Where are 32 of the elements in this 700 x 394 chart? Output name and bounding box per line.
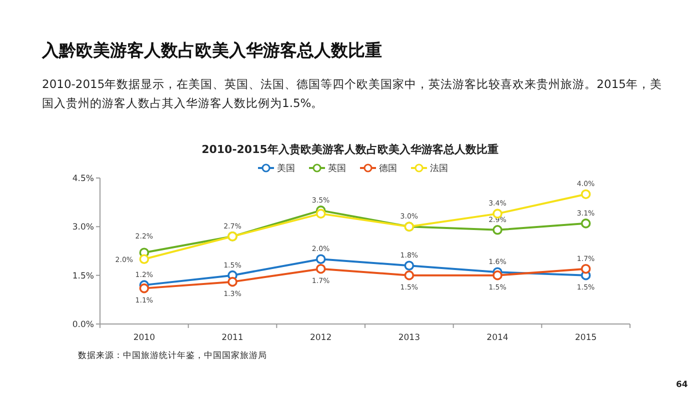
y-tick-label: 0.0% [72, 320, 94, 330]
text: 64 [676, 380, 688, 390]
point [492, 270, 502, 280]
source-note: 数据来源：中国旅游统计年鉴，中国国家旅游局 [78, 350, 267, 361]
point [228, 276, 238, 287]
y-tick-label: 4.5% [72, 174, 94, 184]
x-tick-label: 2013 [398, 333, 420, 343]
chart-subtitle: 2010-2015年数据显示，在美国、英国、法国、德国等四个欧美国家中，英法游客比较喜欢来贵州旅游。2015年，美国入贵州的游客人数占其入华游客人数比例为1.5%。 [42, 77, 662, 110]
x-tick-label: 2010 [133, 333, 155, 343]
y-tick-label: 1.5% [72, 271, 94, 282]
point [139, 283, 150, 294]
legend-label: 德国 [379, 163, 397, 174]
y-tick-label: 3.0% [72, 222, 94, 233]
legend-label: 美国 [277, 163, 295, 174]
legend-label: 英国 [328, 163, 346, 174]
x-tick-label: 2011 [222, 333, 244, 343]
point [139, 254, 150, 264]
x-tick-label: 2012 [310, 333, 332, 343]
text: 2010-2015年入贵欧美游客人数占欧美入华游客总人数比重 [202, 143, 498, 156]
x-tick-label: 2015 [575, 333, 597, 343]
point [580, 189, 591, 200]
point [316, 264, 326, 274]
point [580, 264, 591, 274]
point [404, 270, 414, 280]
point [404, 260, 414, 270]
x-tick-label: 2014 [486, 333, 508, 343]
point [580, 218, 591, 228]
point [316, 254, 326, 264]
point [316, 208, 326, 219]
chart-title: 入黔欧美游客人数占欧美入华游客总人数比重 [41, 41, 382, 61]
legend-label: 法国 [430, 163, 448, 174]
point [492, 225, 502, 235]
